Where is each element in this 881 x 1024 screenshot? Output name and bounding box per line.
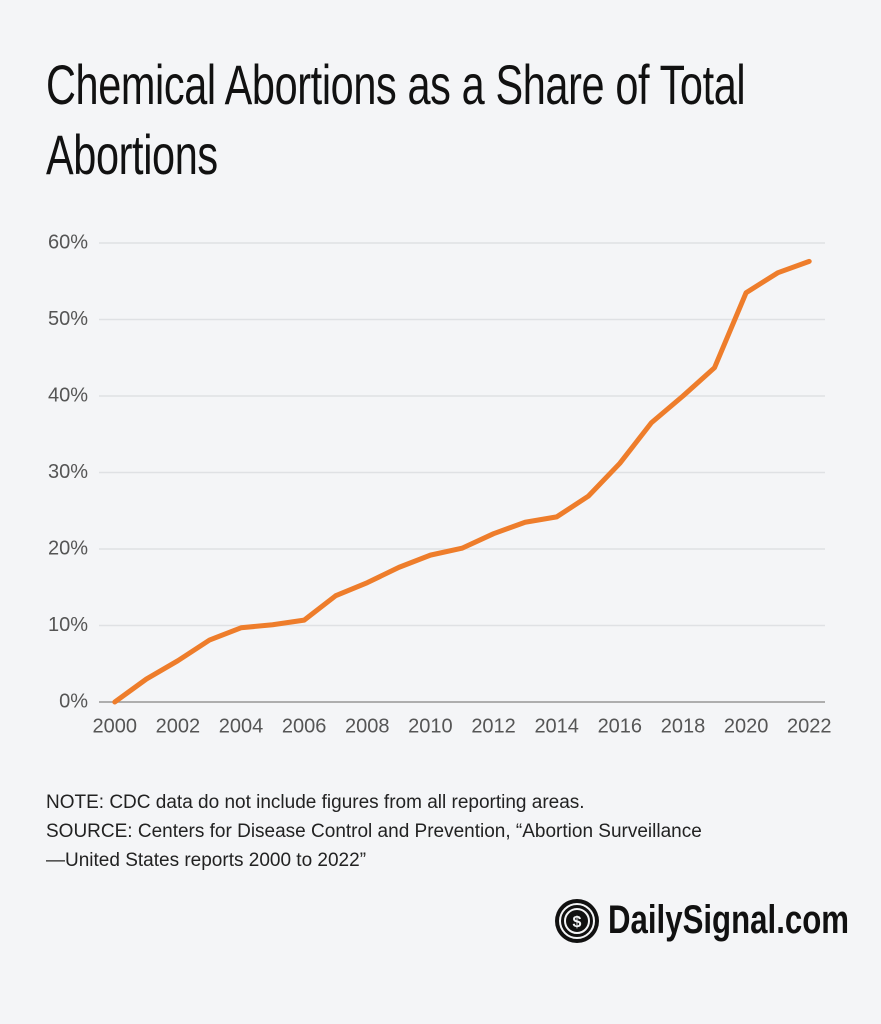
source: SOURCE: Centers for Disease Control and … (46, 821, 702, 871)
y-tick-label: 60% (48, 231, 88, 253)
y-tick-label: 40% (48, 384, 88, 406)
chart-title: Chemical Abortions as a Share of Total A… (46, 53, 746, 186)
x-tick-label: 2008 (345, 715, 390, 737)
x-tick-label: 2004 (219, 715, 264, 737)
y-tick-label: 50% (48, 308, 88, 330)
x-tick-label: 2018 (661, 715, 706, 737)
y-tick-label: 20% (48, 537, 88, 559)
x-tick-label: 2020 (724, 715, 769, 737)
y-tick-label: 0% (59, 690, 88, 712)
y-tick-label: 30% (48, 461, 88, 483)
svg-text:$: $ (573, 914, 582, 931)
x-tick-label: 2016 (598, 715, 643, 737)
x-tick-label: 2000 (93, 715, 138, 737)
x-tick-label: 2006 (282, 715, 327, 737)
x-tick-label: 2012 (471, 715, 516, 737)
x-tick-label: 2022 (787, 715, 832, 737)
y-tick-label: 10% (48, 614, 88, 636)
data-line (112, 258, 812, 705)
logo-text: DailySignal.com (608, 898, 850, 942)
chart: 0% 10% 20% 30% 40% 50% 60% 2000 2002 2004 2006 2008… (48, 231, 832, 737)
x-tick-label: 2010 (408, 715, 453, 737)
x-tick-label: 2002 (156, 715, 201, 737)
x-tick-label: 2014 (534, 715, 579, 737)
note: NOTE: CDC data do not include figures fr… (46, 792, 585, 813)
